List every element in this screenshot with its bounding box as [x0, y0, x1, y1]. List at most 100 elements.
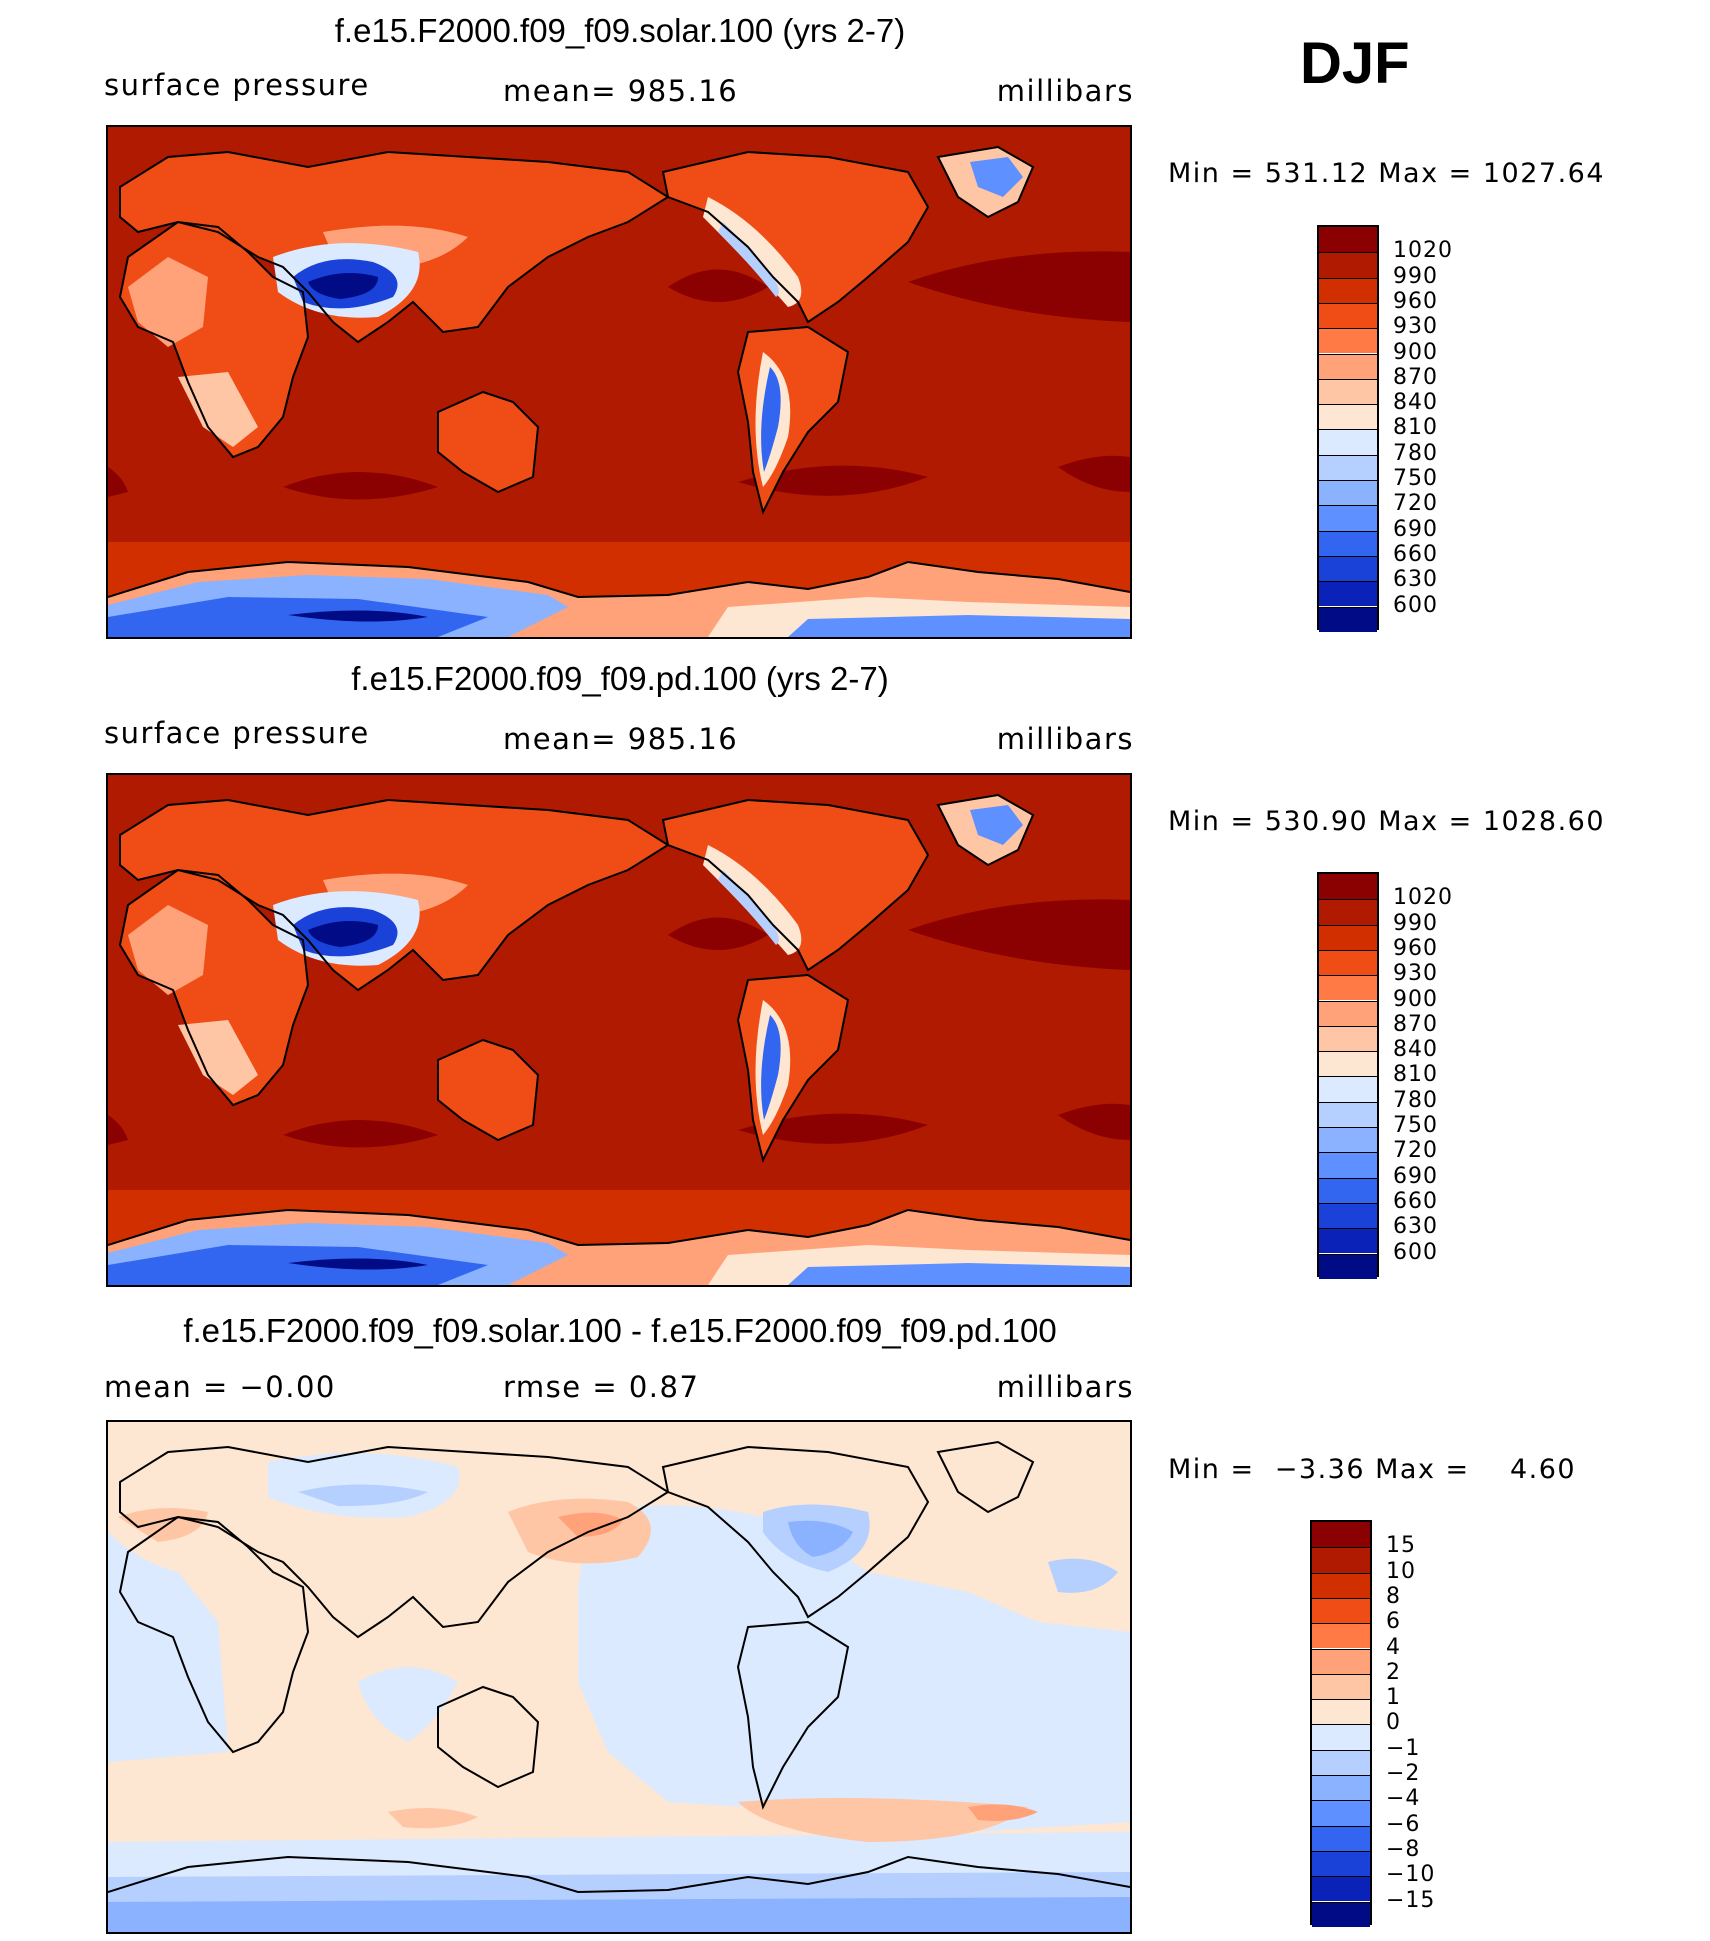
colorbar-swatch [1319, 1101, 1377, 1127]
colorbar-swatch [1319, 480, 1377, 506]
colorbar-swatch [1312, 1522, 1370, 1548]
colorbar-swatch [1319, 949, 1377, 976]
colorbar-label: 750 [1393, 1113, 1438, 1138]
colorbar-label: 1 [1386, 1685, 1401, 1711]
map-svg-1 [108, 127, 1130, 637]
colorbar-swatch [1312, 1901, 1370, 1927]
panel-3-mean: mean = −0.00 [104, 1370, 336, 1404]
colorbar-label: 660 [1393, 541, 1438, 567]
colorbar-box [1317, 872, 1379, 1279]
colorbar-label: 660 [1393, 1188, 1438, 1214]
panel-2-minmax: Min = 530.90 Max = 1028.60 [1168, 806, 1606, 837]
panel-1-variable: surface pressure [104, 68, 370, 102]
colorbar-swatch [1319, 277, 1377, 303]
season-label: DJF [1300, 31, 1410, 96]
colorbar-box [1317, 225, 1379, 632]
colorbar-label: 720 [1393, 1138, 1438, 1164]
colorbar-swatch [1312, 1724, 1370, 1750]
colorbar-label: 990 [1393, 910, 1438, 936]
colorbar-swatch [1312, 1572, 1370, 1598]
colorbar-swatch [1319, 874, 1377, 900]
colorbar-swatch [1312, 1825, 1370, 1851]
colorbar-swatch [1319, 353, 1377, 379]
panel-1-map [106, 125, 1132, 639]
panel-1-title: f.e15.F2000.f09_f09.solar.100 (yrs 2-7) [334, 12, 906, 49]
colorbar-swatch [1319, 404, 1377, 430]
panel-3-title: f.e15.F2000.f09_f09.solar.100 - f.e15.F2… [183, 1312, 1057, 1349]
colorbar-swatch [1319, 1025, 1377, 1052]
colorbar-swatch [1319, 454, 1377, 480]
colorbar-swatch [1319, 1076, 1377, 1102]
colorbar-label: −8 [1386, 1836, 1421, 1862]
colorbar-swatch [1312, 1775, 1370, 1801]
colorbar-swatch [1319, 505, 1377, 531]
colorbar-label: 2 [1386, 1659, 1401, 1685]
colorbar-swatch [1319, 899, 1377, 925]
colorbar-label: 990 [1393, 263, 1438, 289]
colorbar-label: 0 [1386, 1710, 1401, 1736]
colorbar-label: 630 [1393, 1214, 1438, 1240]
colorbar-label: −4 [1386, 1786, 1421, 1812]
colorbar-swatch [1319, 924, 1377, 950]
colorbar-label: 840 [1393, 1037, 1438, 1063]
colorbar-swatch [1319, 429, 1377, 455]
colorbar-label: 870 [1393, 1011, 1438, 1037]
colorbar-label: −1 [1386, 1735, 1421, 1761]
colorbar-label: 840 [1393, 390, 1438, 416]
colorbar-swatch [1319, 1000, 1377, 1026]
panel-2-title: f.e15.F2000.f09_f09.pd.100 (yrs 2-7) [351, 660, 889, 697]
colorbar-label: 960 [1393, 288, 1438, 314]
panel-2-units: millibars [996, 722, 1134, 756]
colorbar-label: 750 [1393, 466, 1438, 491]
colorbar-label: 10 [1386, 1558, 1416, 1584]
colorbar-swatch [1319, 378, 1377, 405]
colorbar-swatch [1312, 1699, 1370, 1725]
map-svg-2 [108, 775, 1130, 1285]
colorbar-swatch [1312, 1876, 1370, 1902]
colorbar-box [1310, 1520, 1372, 1927]
colorbar-swatch [1319, 1202, 1377, 1229]
colorbar-swatch [1319, 1127, 1377, 1153]
panel-1-minmax: Min = 531.12 Max = 1027.64 [1168, 158, 1606, 189]
colorbar-label: −2 [1386, 1761, 1421, 1786]
panel-3-minmax: Min = −3.36 Max = 4.60 [1168, 1454, 1577, 1485]
colorbar-swatch [1312, 1597, 1370, 1624]
colorbar-label: 1020 [1393, 885, 1453, 911]
colorbar-label: 690 [1393, 516, 1438, 542]
colorbar-swatch [1312, 1547, 1370, 1573]
colorbar-swatch [1312, 1673, 1370, 1700]
colorbar-swatch [1312, 1623, 1370, 1649]
colorbar-swatch [1319, 328, 1377, 354]
colorbar-label: 780 [1393, 440, 1438, 466]
panel-2-mean: mean= 985.16 [503, 722, 739, 756]
colorbar-label: 900 [1393, 986, 1438, 1012]
colorbar-swatch [1319, 581, 1377, 607]
colorbar-swatch [1319, 1051, 1377, 1077]
colorbar-swatch [1319, 227, 1377, 253]
colorbar-label: 630 [1393, 567, 1438, 593]
colorbar-label: −10 [1386, 1862, 1436, 1888]
colorbar-label: 6 [1386, 1609, 1401, 1635]
colorbar-swatch [1319, 252, 1377, 278]
colorbar-swatch [1312, 1749, 1370, 1775]
colorbar-label: 720 [1393, 491, 1438, 517]
colorbar-label: 930 [1393, 961, 1438, 987]
colorbar-label: 4 [1386, 1634, 1401, 1660]
colorbar-swatch [1319, 1152, 1377, 1178]
panel-1-mean: mean= 985.16 [503, 74, 739, 108]
panel-2-map [106, 773, 1132, 1287]
panel-1-units: millibars [996, 74, 1134, 108]
colorbar-label: 1020 [1393, 238, 1453, 264]
colorbar-label: 600 [1393, 592, 1438, 618]
colorbar-swatch [1319, 302, 1377, 329]
colorbar-swatch [1319, 530, 1377, 556]
colorbar-label: 780 [1393, 1087, 1438, 1113]
colorbar-label: 810 [1393, 1062, 1438, 1088]
colorbar-swatch [1319, 975, 1377, 1001]
colorbar-label: 960 [1393, 935, 1438, 961]
colorbar-label: 690 [1393, 1163, 1438, 1189]
colorbar-swatch [1312, 1850, 1370, 1877]
colorbar-label: 15 [1386, 1533, 1416, 1559]
colorbar-swatch [1319, 1177, 1377, 1203]
colorbar-swatch [1319, 606, 1377, 632]
